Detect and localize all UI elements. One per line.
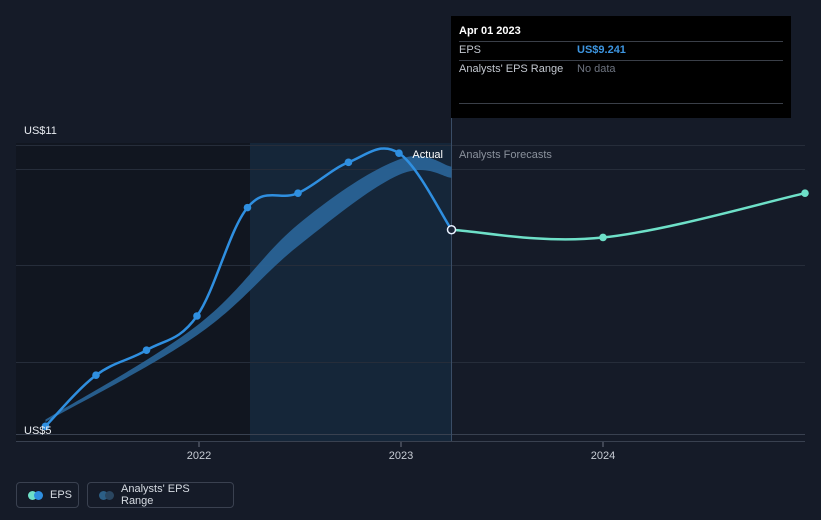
tooltip-row-eps: EPS US$9.241: [459, 41, 783, 60]
tooltip-eps-value: US$9.241: [577, 44, 626, 56]
tooltip-range-key: Analysts' EPS Range: [459, 63, 564, 75]
forecast-label: Analysts Forecasts: [459, 149, 552, 161]
eps-point: [344, 158, 353, 167]
tooltip-row-range: Analysts' EPS Range No data: [459, 60, 783, 79]
legend-range-label: Analysts' EPS Range: [121, 483, 190, 507]
actual-label: Actual: [412, 149, 443, 161]
y-label-bottom: US$5: [24, 425, 52, 437]
eps-point: [446, 224, 457, 235]
eps-points: [41, 149, 809, 431]
tooltip-eps-key: EPS: [459, 44, 482, 56]
past-region-shade: [16, 143, 250, 442]
x-axis: 2022 2023 2024: [16, 441, 805, 462]
legend-eps[interactable]: EPS: [16, 482, 79, 508]
eps-point: [243, 203, 252, 212]
range-legend-icon: [99, 490, 114, 500]
eps-point: [142, 346, 151, 354]
x-tick-label: 2022: [187, 450, 211, 462]
eps-legend-icon: [28, 490, 43, 500]
y-label-top: US$11: [24, 125, 57, 137]
legend-eps-label: EPS: [50, 489, 73, 501]
forecast-point: [599, 233, 607, 242]
eps-forecast-line: [451, 191, 806, 241]
eps-line: [44, 147, 453, 428]
x-tick-label: 2023: [389, 450, 413, 462]
eps-point: [294, 189, 302, 197]
tooltip: Apr 01 2023 EPS US$9.241 Analysts' EPS R…: [451, 16, 791, 118]
x-tick-label: 2024: [591, 450, 615, 462]
forecast-point: [801, 189, 809, 197]
tooltip-range-value: No data: [577, 63, 616, 75]
eps-point: [395, 149, 403, 157]
eps-point: [41, 422, 50, 431]
analysts-eps-range-band: [45, 156, 452, 422]
eps-point: [193, 312, 201, 320]
eps-point: [92, 371, 100, 380]
tooltip-divider: [459, 103, 783, 104]
legend-analysts-range[interactable]: Analysts' EPS Range: [87, 482, 234, 508]
tooltip-date: Apr 01 2023: [459, 25, 521, 37]
